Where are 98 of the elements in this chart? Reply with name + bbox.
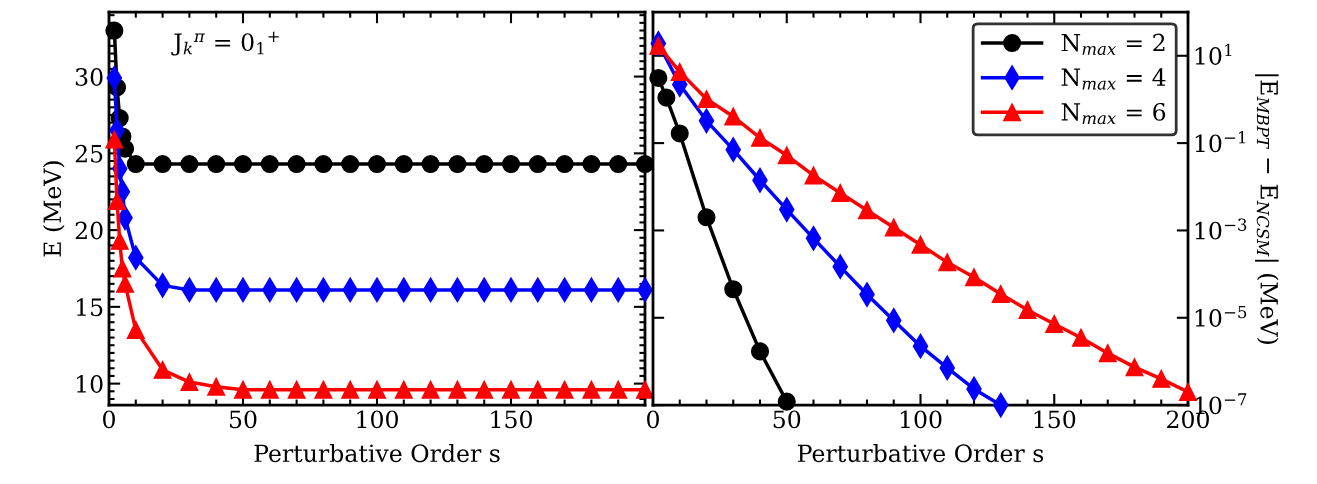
- point: [649, 36, 668, 55]
- point: [180, 373, 199, 392]
- y-tick-label: 10: [76, 375, 103, 393]
- point: [153, 360, 172, 379]
- point: [448, 380, 467, 399]
- point: [609, 380, 628, 399]
- point: [750, 342, 770, 361]
- point: [555, 380, 574, 399]
- point: [126, 155, 145, 174]
- point: [1045, 314, 1064, 334]
- x-tick-label: 150: [491, 410, 532, 429]
- point: [287, 380, 306, 399]
- point: [1018, 300, 1037, 319]
- x-tick-label: 50: [773, 410, 801, 429]
- point: [475, 155, 494, 174]
- point: [448, 155, 467, 174]
- point: [635, 155, 655, 174]
- point: [287, 155, 306, 174]
- point: [657, 88, 676, 107]
- point: [831, 183, 850, 203]
- point: [1178, 382, 1198, 401]
- point: [1071, 328, 1091, 347]
- point: [110, 231, 129, 250]
- legend-label: N$_{max}$ = 4: [1061, 68, 1166, 90]
- x-axis-title: Perturbative Order s: [797, 443, 1044, 463]
- point: [260, 155, 279, 174]
- point: [964, 268, 984, 287]
- y2-tick-label: 10$^{1}$: [1195, 43, 1232, 65]
- point: [609, 155, 628, 174]
- point: [314, 155, 333, 174]
- y2-tick-label: 10$^{−1}$: [1195, 131, 1246, 153]
- y2-tick-label: 10$^{−3}$: [1195, 218, 1247, 240]
- point: [991, 284, 1010, 304]
- point: [528, 380, 547, 399]
- y-tick-label: 30: [75, 68, 103, 86]
- point: [777, 392, 796, 411]
- point: [341, 155, 360, 174]
- point: [105, 21, 124, 40]
- point: [108, 191, 127, 210]
- x-tick-label: 0: [103, 410, 115, 429]
- annotation: J$_{k}$$^{π}$ = 0$_{1}$$^{+}$: [171, 31, 279, 56]
- y-tick-label: 25: [75, 144, 103, 163]
- point: [582, 380, 601, 399]
- point: [341, 380, 360, 399]
- point: [1125, 358, 1144, 377]
- point: [697, 208, 716, 227]
- point: [367, 155, 387, 174]
- point: [724, 107, 743, 126]
- point: [113, 259, 132, 278]
- point: [207, 377, 226, 396]
- point: [314, 380, 333, 399]
- legend-label: N$_{max}$ = 2: [1061, 33, 1165, 56]
- point: [207, 155, 226, 174]
- point: [635, 380, 655, 399]
- point: [1152, 369, 1171, 388]
- point: [555, 155, 574, 174]
- point: [1098, 344, 1117, 363]
- y2-tick-label: 10$^{−5}$: [1195, 305, 1247, 327]
- point: [233, 380, 253, 399]
- point: [697, 90, 716, 109]
- point: [724, 280, 743, 299]
- point: [582, 155, 601, 174]
- point: [153, 155, 172, 174]
- point: [421, 380, 440, 399]
- y2-axis-title: |E$_{MBPT}$ − E$_{NCSM}$| (MeV): [1255, 74, 1279, 344]
- point: [501, 380, 521, 399]
- point: [394, 155, 413, 174]
- point: [501, 155, 521, 174]
- x-tick-label: 150: [1034, 410, 1076, 429]
- y-tick-label: 15: [76, 298, 103, 317]
- point: [670, 62, 689, 81]
- x-tick-label: 100: [357, 410, 398, 429]
- point: [670, 124, 689, 143]
- point: [367, 380, 387, 399]
- point: [857, 201, 877, 220]
- x-tick-label: 100: [900, 410, 942, 429]
- point: [126, 320, 145, 339]
- point: [180, 155, 199, 174]
- legend-label: N$_{max}$ = 6: [1061, 102, 1166, 125]
- point: [475, 380, 494, 399]
- point: [233, 155, 253, 174]
- x-axis-title: Perturbative Order s: [254, 443, 500, 463]
- point: [528, 155, 547, 174]
- point: [911, 235, 930, 254]
- point: [750, 128, 770, 147]
- point: [394, 380, 413, 399]
- point: [260, 380, 279, 399]
- point: [649, 68, 668, 88]
- point: [777, 146, 796, 165]
- point: [938, 253, 957, 272]
- point: [804, 166, 823, 185]
- y-axis-title: E (MeV): [42, 161, 65, 257]
- point: [884, 218, 903, 237]
- x-tick-label: 0: [647, 410, 659, 429]
- y-tick-label: 20: [75, 221, 103, 240]
- x-tick-label: 50: [229, 410, 257, 429]
- point: [421, 155, 440, 174]
- point: [105, 130, 124, 149]
